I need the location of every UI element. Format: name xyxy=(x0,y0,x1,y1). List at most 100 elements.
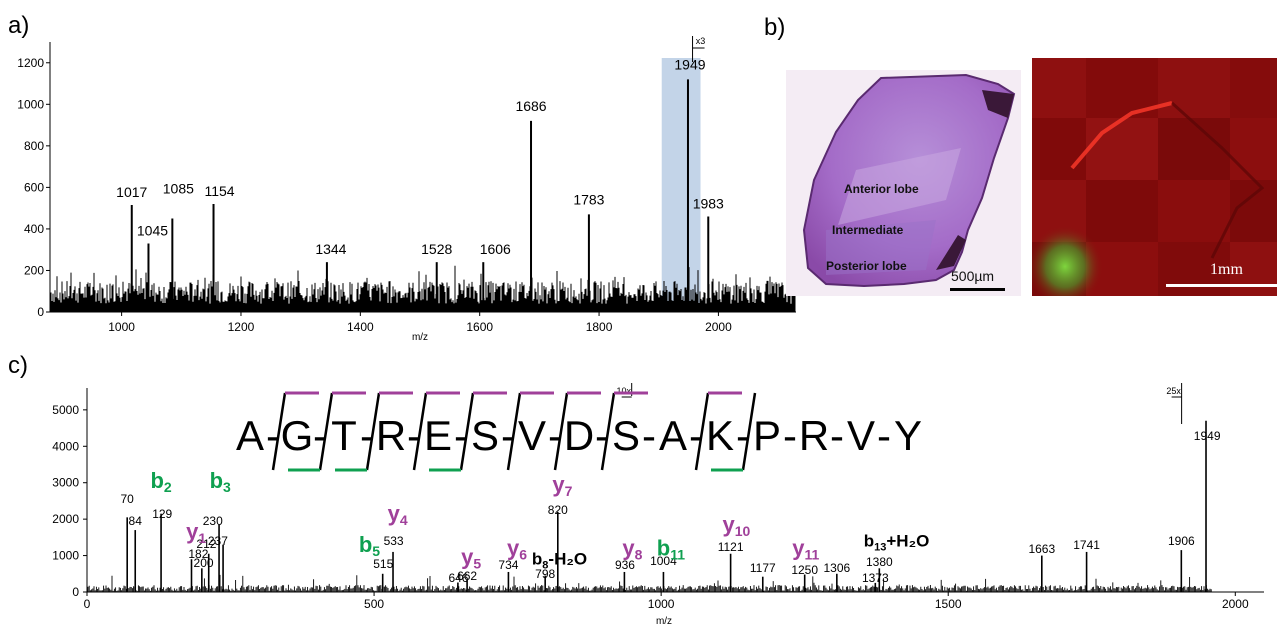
residue-separator: - xyxy=(877,412,891,459)
cleavage-line xyxy=(271,392,287,471)
spectrum-a-chart: 1017 1045 1085 1154 1344 1528 1606 1686 1783 1949… xyxy=(17,36,796,343)
peak-label-a-1154: 1154 xyxy=(204,183,234,199)
cleavage-line xyxy=(459,392,475,471)
residue-separator: - xyxy=(266,412,280,459)
y-tick-label-a: 800 xyxy=(24,139,44,153)
peak-label-c-646: 646 xyxy=(448,571,468,585)
ion-label-y8: y8 xyxy=(622,536,642,563)
y-tick-label-a: 1000 xyxy=(17,97,44,111)
peak-label-c-1004: 1004 xyxy=(650,554,677,568)
residue-separator: - xyxy=(689,412,703,459)
noise-baseline xyxy=(50,265,796,312)
ion-label-b11: b11 xyxy=(657,536,685,563)
peak-label-c-212: 212 xyxy=(196,537,216,551)
residue-V-6: V xyxy=(518,412,546,459)
peak-label-a-1017: 1017 xyxy=(116,184,147,200)
y-tick-label-c: 4000 xyxy=(52,439,79,453)
x-tick-label-c: 1000 xyxy=(648,597,675,611)
y-tick-label-c: 1000 xyxy=(52,549,79,563)
ion-label-b3: b3 xyxy=(210,468,231,495)
scale-note-c: 10x xyxy=(616,386,631,396)
cleavage-line xyxy=(553,392,569,471)
residue-separator: - xyxy=(360,412,374,459)
residue-separator: - xyxy=(783,412,797,459)
peak-label-c-1121: 1121 xyxy=(718,540,744,554)
y-tick-label-a: 1200 xyxy=(17,56,44,70)
scale-bar-1mm xyxy=(1166,284,1277,287)
residue-separator: - xyxy=(454,412,468,459)
residue-Y-14: Y xyxy=(894,412,922,459)
peak-label-c-182: 182 xyxy=(188,547,208,561)
residue-A-0: A xyxy=(236,412,264,459)
x-axis-label-c: m/z xyxy=(656,616,672,626)
residue-G-1: G xyxy=(281,412,314,459)
ion-label-b8: b8-H₂O xyxy=(532,550,587,572)
x-tick-label-a: 1800 xyxy=(586,320,613,334)
cleavage-line xyxy=(506,392,522,471)
y-tick-label-c: 2000 xyxy=(52,512,79,526)
fluorescence-image: 1mm xyxy=(1032,58,1277,296)
ion-label-y5: y5 xyxy=(461,545,481,572)
x-tick-label-a: 1600 xyxy=(466,320,493,334)
peak-label-c-1741: 1741 xyxy=(1073,538,1100,552)
y-tick-label-a: 400 xyxy=(24,222,44,236)
anterior-lobe-label: Anterior lobe xyxy=(844,182,919,196)
cleavage-line xyxy=(741,392,757,471)
ion-label-b5: b5 xyxy=(359,532,380,559)
peak-label-a-1606: 1606 xyxy=(480,241,511,257)
cleavage-line xyxy=(694,392,710,471)
peak-label-c-662: 662 xyxy=(457,569,477,583)
y-tick-label-c: 3000 xyxy=(52,476,79,490)
scale-bar-500um-label: 500µm xyxy=(951,268,995,284)
residue-K-10: K xyxy=(706,412,734,459)
ion-label-y10: y10 xyxy=(722,512,750,539)
y-tick-label-a: 200 xyxy=(24,263,44,277)
cleavage-line xyxy=(412,392,428,471)
panel-label-a: a) xyxy=(8,12,30,39)
peak-label-c-533: 533 xyxy=(384,534,404,548)
peak-label-c-237: 237 xyxy=(208,534,228,548)
residue-A-9: A xyxy=(659,412,687,459)
peak-label-c-936: 936 xyxy=(615,558,635,572)
ion-label-y4: y4 xyxy=(388,501,408,528)
noise-baseline-c xyxy=(87,574,1212,592)
peak-label-a-1528: 1528 xyxy=(421,241,452,257)
peak-label-c-200: 200 xyxy=(194,556,214,570)
peak-label-c-1663: 1663 xyxy=(1028,542,1055,556)
residue-separator: - xyxy=(548,412,562,459)
scale-note-c: 25x xyxy=(1166,386,1181,396)
peak-label-a-1045: 1045 xyxy=(137,222,168,238)
ion-label-y11: y11 xyxy=(792,536,819,563)
residue-E-4: E xyxy=(424,412,452,459)
scale-bar-1mm-label: 1mm xyxy=(1210,261,1243,278)
cleavage-line xyxy=(318,392,334,471)
peak-label-a-1783: 1783 xyxy=(573,191,604,207)
peak-label-c-734: 734 xyxy=(498,558,518,572)
residue-P-11: P xyxy=(753,412,781,459)
x-axis-label-a: m/z xyxy=(412,332,428,343)
x-tick-label-a: 2000 xyxy=(705,320,732,334)
intermediate-label: Intermediate xyxy=(832,223,904,237)
peak-label-c-70: 70 xyxy=(121,492,135,506)
residue-S-8: S xyxy=(612,412,640,459)
x-tick-label-c: 2000 xyxy=(1222,597,1249,611)
peak-label-c-820: 820 xyxy=(548,503,568,517)
y-tick-label-a: 0 xyxy=(37,305,44,319)
peak-label-c-1373: 1373 xyxy=(862,571,889,585)
x-tick-label-c: 500 xyxy=(364,597,384,611)
ion-label-y1: y1 xyxy=(186,519,206,546)
ion-label-y6: y6 xyxy=(507,536,527,563)
highlight-region xyxy=(661,58,701,312)
residue-separator: - xyxy=(501,412,515,459)
x-tick-label-c: 1500 xyxy=(935,597,962,611)
residue-R-12: R xyxy=(799,412,829,459)
peak-label-c-1380: 1380 xyxy=(866,555,893,569)
peak-label-c-129: 129 xyxy=(152,507,172,521)
ion-label-b2: b2 xyxy=(150,468,171,495)
histology-tissue xyxy=(802,73,1016,288)
peak-label-c-84: 84 xyxy=(129,514,143,528)
peak-label-c-1306: 1306 xyxy=(823,561,850,575)
peak-label-c-1250: 1250 xyxy=(791,563,818,577)
cleavage-line xyxy=(365,392,381,471)
panel-label-b: b) xyxy=(764,14,786,41)
